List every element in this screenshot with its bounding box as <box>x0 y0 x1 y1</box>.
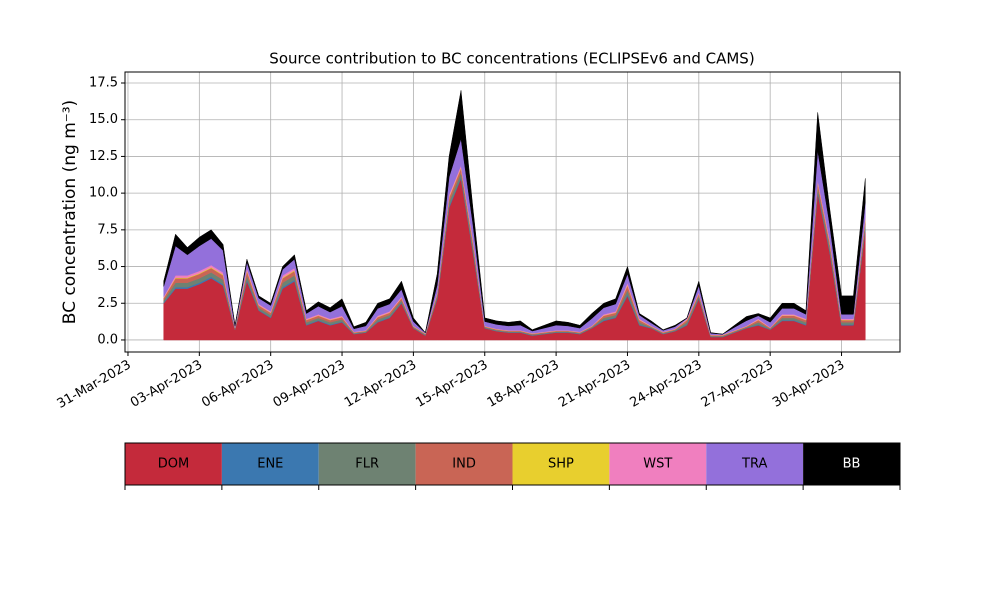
legend-swatch <box>609 443 707 485</box>
y-tick-label: 7.5 <box>97 222 118 237</box>
plot-frame <box>124 71 901 353</box>
legend-swatch <box>512 443 610 485</box>
y-tick-label: 10.0 <box>89 186 118 201</box>
legend-label: FLR <box>355 457 379 472</box>
legend-label: WST <box>643 457 672 472</box>
legend-swatch <box>221 443 319 485</box>
legend-label: SHP <box>548 457 574 472</box>
y-axis-label: BC concentration (ng m⁻³) <box>60 100 80 324</box>
legend-label: TRA <box>741 457 767 472</box>
y-tick-label: 17.5 <box>89 76 118 91</box>
legend-frame <box>124 442 901 486</box>
y-tick-label: 12.5 <box>89 149 118 164</box>
legend-swatch <box>415 443 513 485</box>
y-tick-label: 5.0 <box>97 259 118 274</box>
legend-swatch <box>706 443 804 485</box>
y-tick-label: 15.0 <box>89 112 118 127</box>
y-tick-label: 0.0 <box>97 332 118 347</box>
legend-swatch <box>318 443 416 485</box>
y-tick-label: 2.5 <box>97 296 118 311</box>
legend-swatch <box>803 443 900 485</box>
legend-label: IND <box>452 457 476 472</box>
legend-label: ENE <box>257 457 283 472</box>
legend-swatch <box>125 443 222 485</box>
legend-label: DOM <box>158 457 189 472</box>
chart-title: Source contribution to BC concentrations… <box>269 50 754 68</box>
legend-label: BB <box>843 457 861 472</box>
area-bb <box>163 90 866 335</box>
